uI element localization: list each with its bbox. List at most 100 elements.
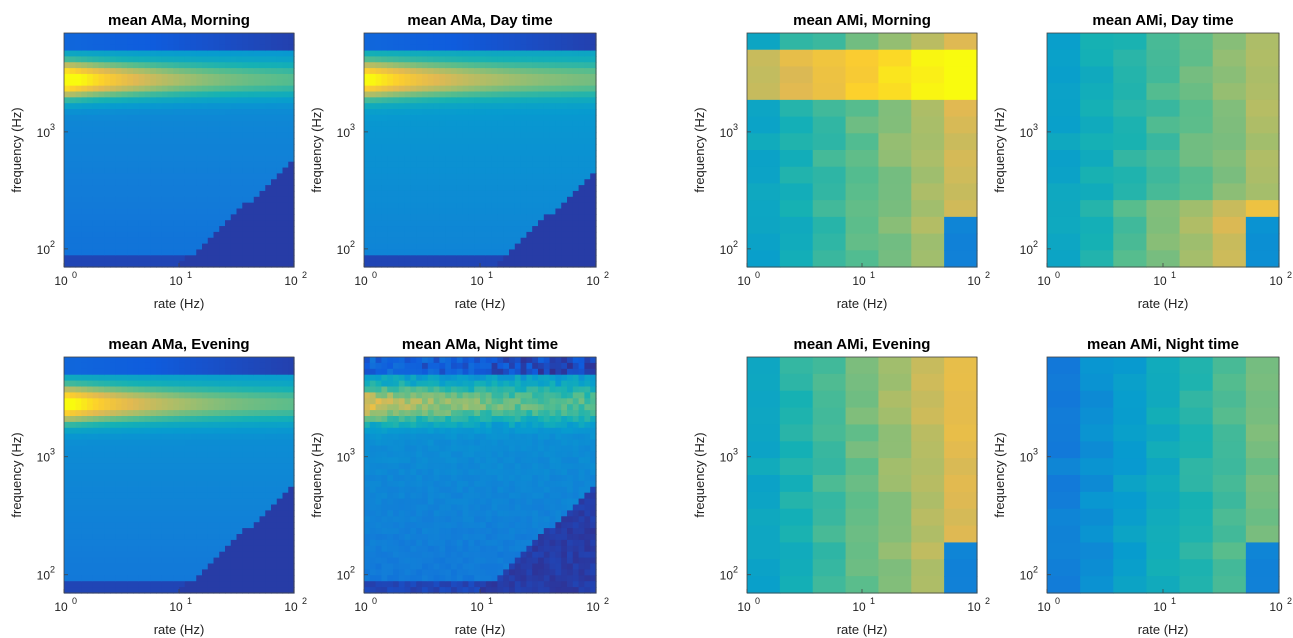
y-tick-exponent: 2 bbox=[350, 239, 355, 249]
heatmap-cell bbox=[248, 243, 255, 251]
heatmap-cell bbox=[433, 44, 440, 52]
heatmap-cell bbox=[110, 362, 117, 370]
heatmap-cell bbox=[230, 416, 238, 423]
heatmap-cell bbox=[480, 91, 487, 98]
heatmap-cell bbox=[173, 510, 180, 517]
heatmap-cell bbox=[230, 469, 238, 476]
heatmap-cell bbox=[520, 138, 527, 145]
heatmap-cell bbox=[190, 357, 197, 364]
heatmap-cell bbox=[75, 261, 82, 268]
heatmap-cell bbox=[207, 97, 215, 104]
heatmap-cell bbox=[161, 528, 169, 535]
heatmap-cell bbox=[179, 433, 186, 441]
heatmap-cell bbox=[110, 144, 117, 151]
heatmap-cell bbox=[98, 516, 105, 523]
heatmap-cell bbox=[543, 50, 551, 57]
heatmap-cell bbox=[75, 214, 82, 221]
heatmap-cell bbox=[110, 534, 117, 541]
heatmap-cell bbox=[445, 56, 452, 63]
heatmap-cell bbox=[196, 404, 203, 411]
heatmap-cell bbox=[555, 132, 562, 139]
heatmap-cell bbox=[779, 166, 814, 185]
heatmap-cell bbox=[265, 581, 272, 588]
heatmap-cell bbox=[144, 534, 151, 541]
heatmap-cell bbox=[225, 73, 232, 81]
heatmap-cell bbox=[87, 196, 94, 204]
heatmap-cell bbox=[381, 255, 388, 262]
heatmap-cell bbox=[572, 79, 580, 87]
heatmap-cell bbox=[445, 237, 452, 245]
heatmap-cell bbox=[845, 66, 880, 84]
heatmap-cell bbox=[230, 120, 238, 128]
heatmap-cell bbox=[398, 56, 406, 63]
heatmap-cell bbox=[433, 132, 440, 139]
heatmap-cell bbox=[404, 33, 411, 40]
heatmap-cell bbox=[92, 475, 100, 482]
heatmap-cell bbox=[381, 120, 388, 128]
heatmap-cell bbox=[92, 109, 100, 116]
heatmap-cell bbox=[248, 445, 255, 452]
heatmap-cell bbox=[104, 33, 111, 40]
heatmap-cell bbox=[115, 457, 123, 464]
heatmap-cell bbox=[225, 62, 232, 69]
heatmap-cell bbox=[259, 392, 266, 399]
heatmap-cell bbox=[549, 33, 556, 40]
heatmap-cell bbox=[202, 380, 209, 388]
heatmap-cell bbox=[202, 109, 209, 116]
heatmap-cell bbox=[98, 398, 105, 405]
heatmap-cell bbox=[87, 85, 94, 93]
heatmap-cell bbox=[456, 179, 464, 186]
heatmap-cell bbox=[242, 120, 249, 128]
heatmap-cell bbox=[167, 214, 174, 221]
heatmap-cell bbox=[161, 190, 169, 198]
heatmap-cell bbox=[364, 144, 371, 151]
heatmap-cell bbox=[578, 62, 585, 69]
heatmap-cell bbox=[480, 50, 487, 57]
heatmap-cell bbox=[468, 38, 475, 46]
heatmap-cell bbox=[190, 255, 197, 262]
heatmap-cell bbox=[144, 581, 151, 588]
heatmap-cell bbox=[404, 202, 411, 210]
heatmap-cell bbox=[219, 551, 226, 559]
heatmap-cell bbox=[207, 150, 215, 157]
heatmap-cell bbox=[497, 243, 504, 251]
heatmap-cell bbox=[179, 179, 186, 186]
heatmap-cell bbox=[190, 68, 197, 75]
heatmap-cell bbox=[179, 38, 186, 46]
heatmap-cell bbox=[474, 126, 481, 134]
heatmap-cell bbox=[156, 410, 163, 417]
heatmap-cell bbox=[381, 237, 388, 245]
heatmap-cell bbox=[514, 132, 522, 139]
heatmap-cell bbox=[87, 167, 94, 174]
heatmap-cell bbox=[104, 132, 111, 139]
heatmap-cell bbox=[364, 167, 371, 174]
heatmap-cell bbox=[219, 392, 226, 399]
heatmap-cell bbox=[520, 103, 527, 110]
heatmap-cell bbox=[468, 120, 475, 128]
heatmap-cell bbox=[532, 261, 539, 268]
heatmap-cell bbox=[584, 161, 591, 169]
heatmap-cell bbox=[173, 392, 180, 399]
heatmap-cell bbox=[398, 226, 406, 233]
heatmap-cell bbox=[567, 132, 574, 139]
heatmap-cell bbox=[104, 368, 111, 376]
heatmap-cell bbox=[207, 416, 215, 423]
heatmap-cell bbox=[584, 237, 591, 245]
heatmap-cell bbox=[230, 433, 238, 441]
heatmap-cell bbox=[81, 150, 88, 157]
heatmap-cell bbox=[497, 44, 504, 52]
heatmap-cell bbox=[911, 49, 945, 68]
heatmap-cell bbox=[230, 374, 238, 382]
heatmap-cell bbox=[812, 200, 847, 218]
x-axis-label: rate (Hz) bbox=[1138, 296, 1189, 311]
heatmap-cell bbox=[92, 563, 100, 570]
heatmap-cell bbox=[526, 255, 533, 262]
heatmap-cell bbox=[288, 173, 295, 180]
heatmap-cell bbox=[410, 79, 417, 87]
heatmap-cell bbox=[156, 161, 163, 169]
heatmap-cell bbox=[69, 231, 77, 239]
heatmap-cell bbox=[404, 103, 411, 110]
heatmap-cell bbox=[184, 44, 192, 52]
heatmap-cell bbox=[144, 190, 151, 198]
heatmap-cell bbox=[375, 144, 382, 151]
